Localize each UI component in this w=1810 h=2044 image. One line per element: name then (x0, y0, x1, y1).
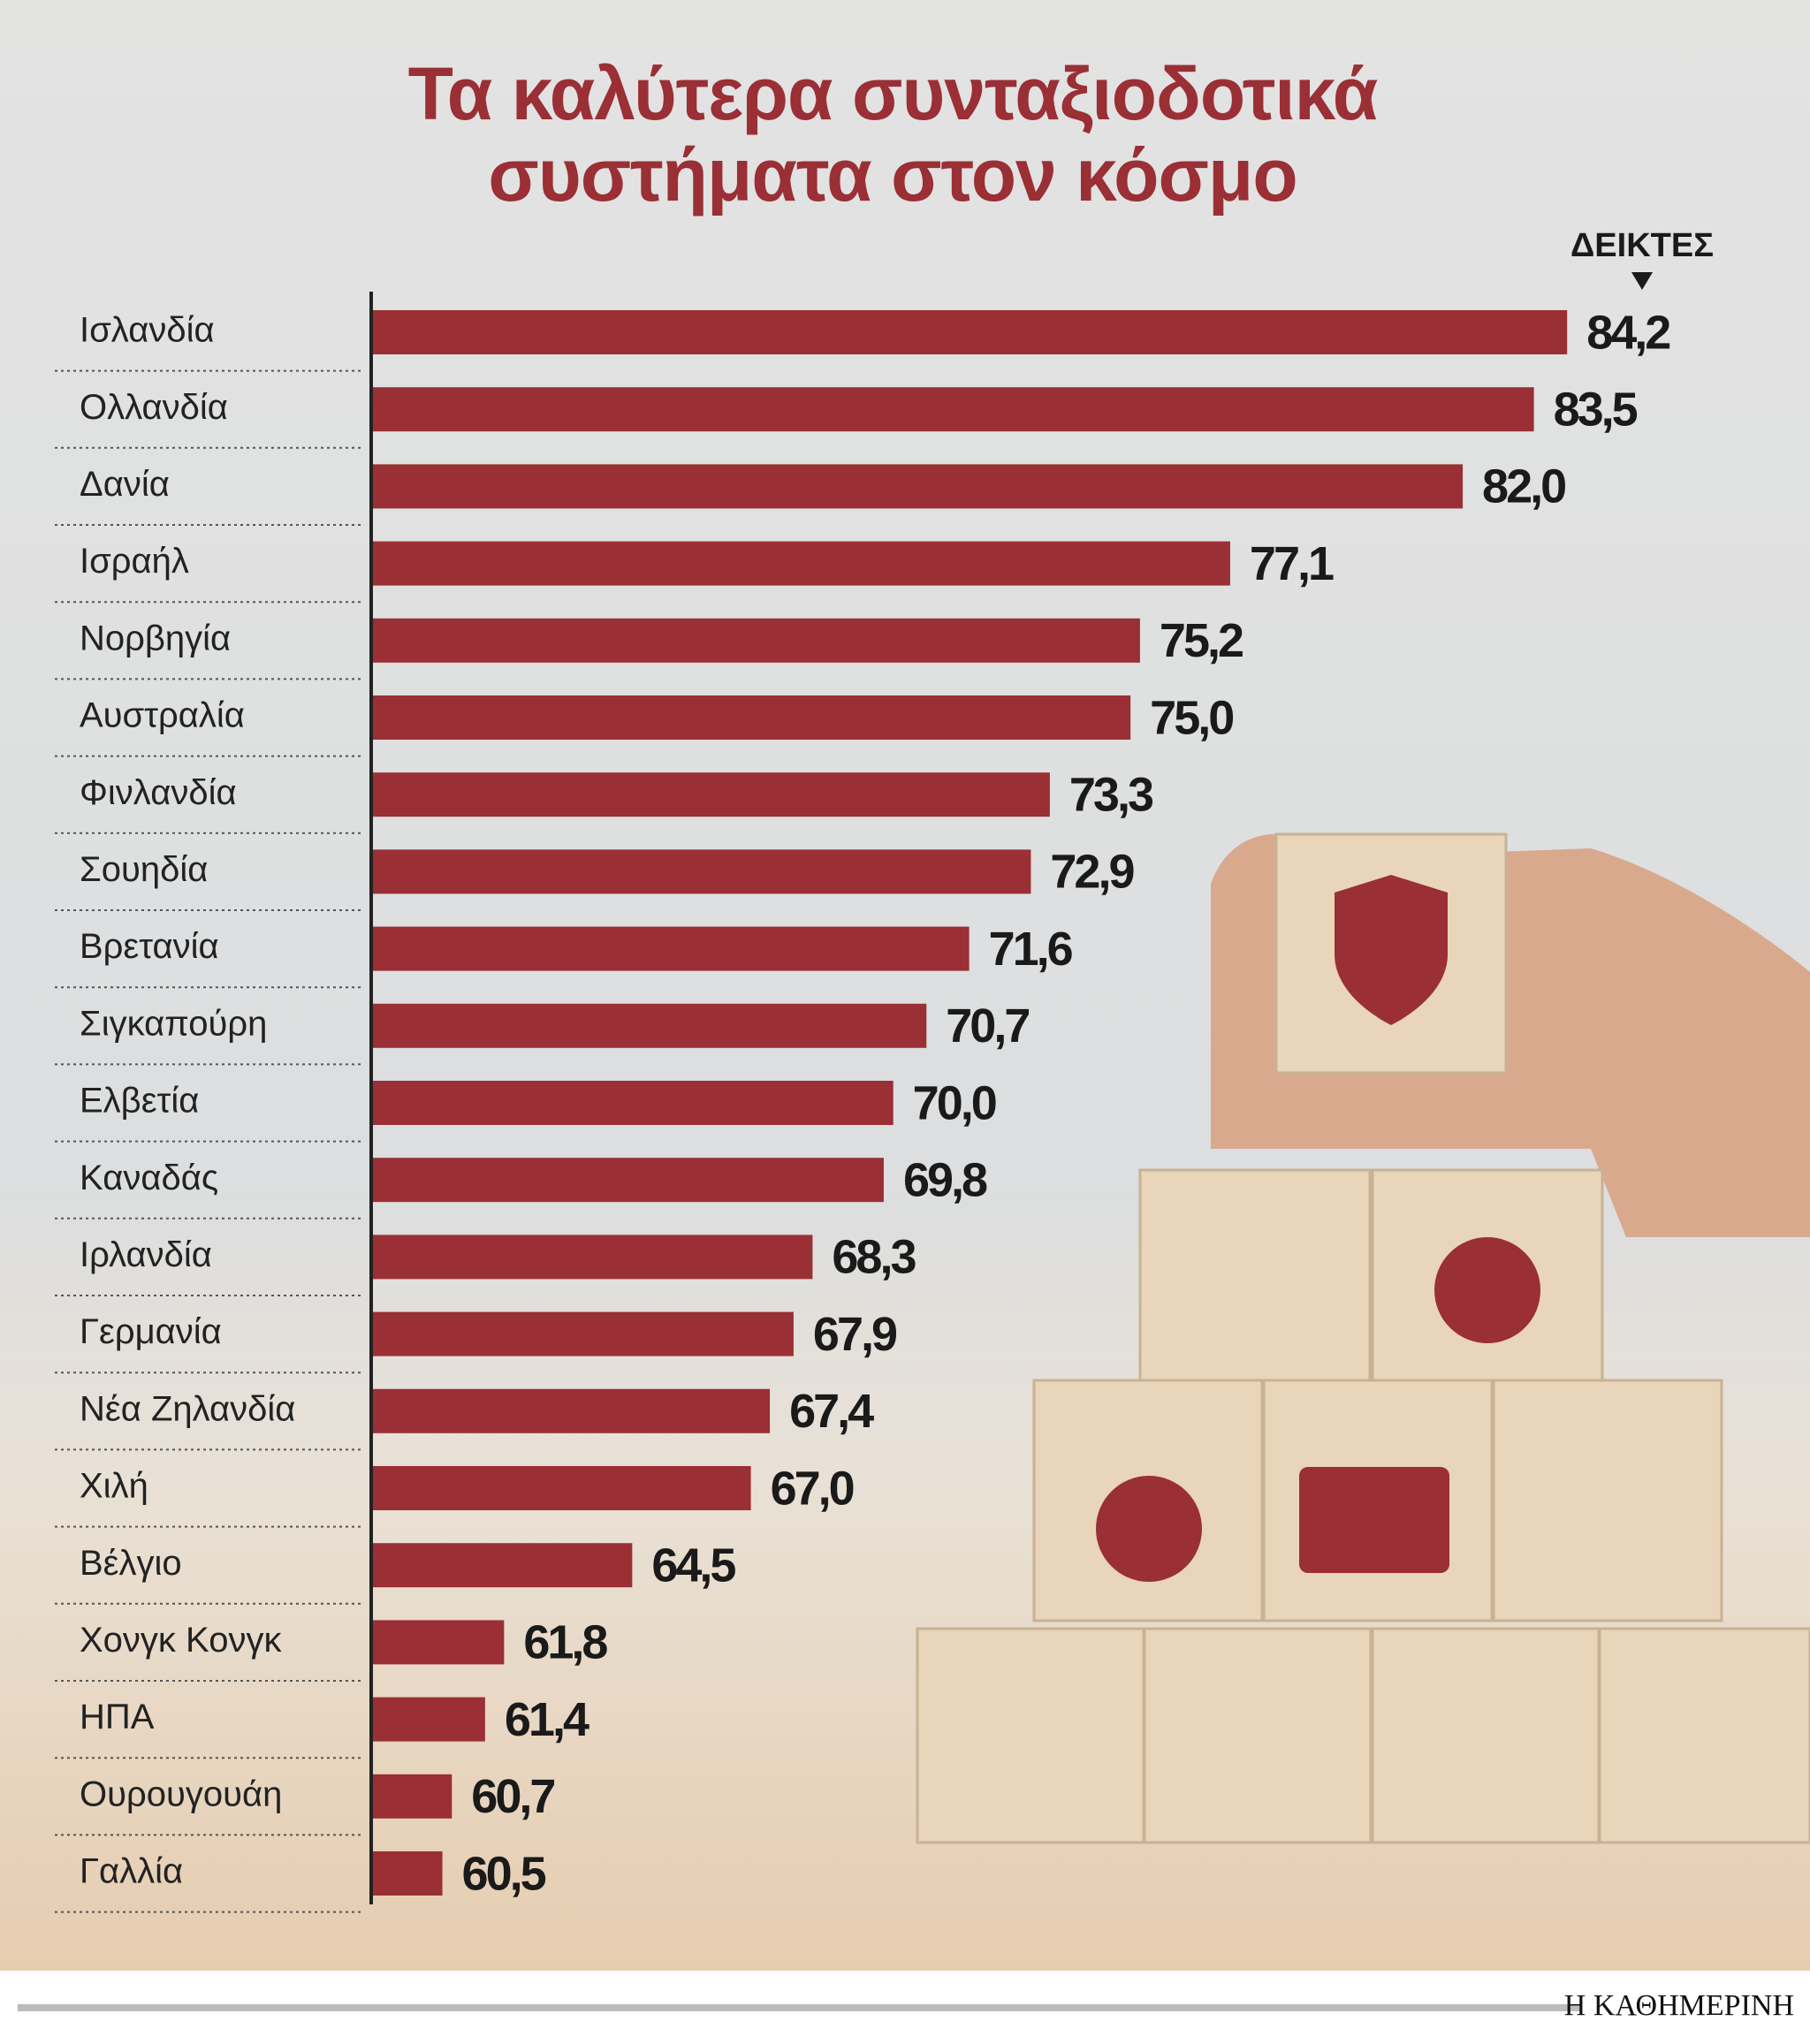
chart-title: Τα καλύτερα συνταξιοδοτικά συστήματα στο… (407, 52, 1379, 217)
value-label: 71,6 (989, 923, 1073, 976)
bar (373, 464, 1464, 509)
value-axis-label: ΔΕΙΚΤΕΣ (1570, 227, 1714, 264)
value-label: 70,7 (946, 999, 1029, 1052)
value-label: 70,0 (913, 1076, 996, 1129)
category-label: Ιρλανδία (80, 1235, 212, 1274)
bar (373, 849, 1031, 894)
value-label: 64,5 (651, 1539, 735, 1592)
value-label: 83,5 (1554, 383, 1638, 436)
value-label: 75,2 (1160, 614, 1243, 667)
category-label: Σιγκαπούρη (80, 1004, 267, 1043)
category-label: Δανία (80, 465, 170, 504)
category-label: Αυστραλία (80, 696, 245, 735)
value-label: 68,3 (832, 1231, 916, 1284)
category-label: Ισραήλ (80, 542, 189, 581)
bar (373, 387, 1534, 432)
bar (373, 541, 1230, 586)
value-label: 67,9 (813, 1308, 897, 1361)
category-label: Καναδάς (80, 1159, 218, 1197)
category-label: Βρετανία (80, 927, 219, 966)
bar (373, 695, 1131, 740)
value-label: 75,0 (1150, 691, 1233, 744)
category-label: ΗΠΑ (80, 1698, 155, 1736)
value-label: 84,2 (1586, 306, 1669, 359)
bar (373, 1081, 894, 1125)
bar (373, 310, 1568, 354)
bar (373, 1466, 751, 1510)
category-label: Ισλανδία (80, 311, 215, 350)
bar (373, 1697, 485, 1742)
bar (373, 1774, 452, 1819)
category-label: Σουηδία (80, 850, 208, 889)
value-label: 61,8 (523, 1616, 607, 1669)
arrow (1631, 272, 1653, 290)
bar (373, 1543, 633, 1588)
value-label: 67,0 (771, 1462, 854, 1515)
category-label: Νορβηγία (80, 619, 231, 657)
category-label: Ελβετία (80, 1082, 199, 1121)
category-label: Γαλλία (80, 1852, 183, 1891)
value-label: 67,4 (789, 1385, 874, 1438)
bar (373, 618, 1140, 663)
value-label: 72,9 (1050, 846, 1134, 899)
bar (373, 1235, 813, 1280)
value-label: 60,7 (471, 1770, 554, 1823)
bar (373, 1311, 794, 1356)
bar (373, 926, 970, 971)
bar (373, 1388, 771, 1433)
value-label: 73,3 (1069, 768, 1153, 821)
category-label: Ολλανδία (80, 388, 228, 427)
value-label: 61,4 (505, 1693, 589, 1746)
blocks-photo (916, 832, 1810, 1844)
value-label: 82,0 (1482, 460, 1565, 513)
value-label: 69,8 (903, 1153, 987, 1206)
source: Η ΚΑΘΗΜΕΡΙΝΗ (1564, 1989, 1794, 2022)
bar (373, 772, 1050, 817)
bar (373, 1158, 884, 1203)
bar (373, 1851, 443, 1896)
category-label: Φινλανδία (80, 773, 237, 812)
category-label: Γερμανία (80, 1312, 222, 1351)
category-label: Χονγκ Κονγκ (80, 1621, 282, 1660)
category-label: Χιλή (80, 1467, 148, 1506)
value-label: 60,5 (462, 1847, 546, 1900)
category-label: Ουρουγουάη (80, 1774, 282, 1813)
category-label: Βέλγιο (80, 1544, 182, 1583)
bar (373, 1620, 505, 1665)
bar (373, 1003, 927, 1048)
value-label: 77,1 (1250, 537, 1334, 590)
category-label: Νέα Ζηλανδία (80, 1389, 295, 1428)
